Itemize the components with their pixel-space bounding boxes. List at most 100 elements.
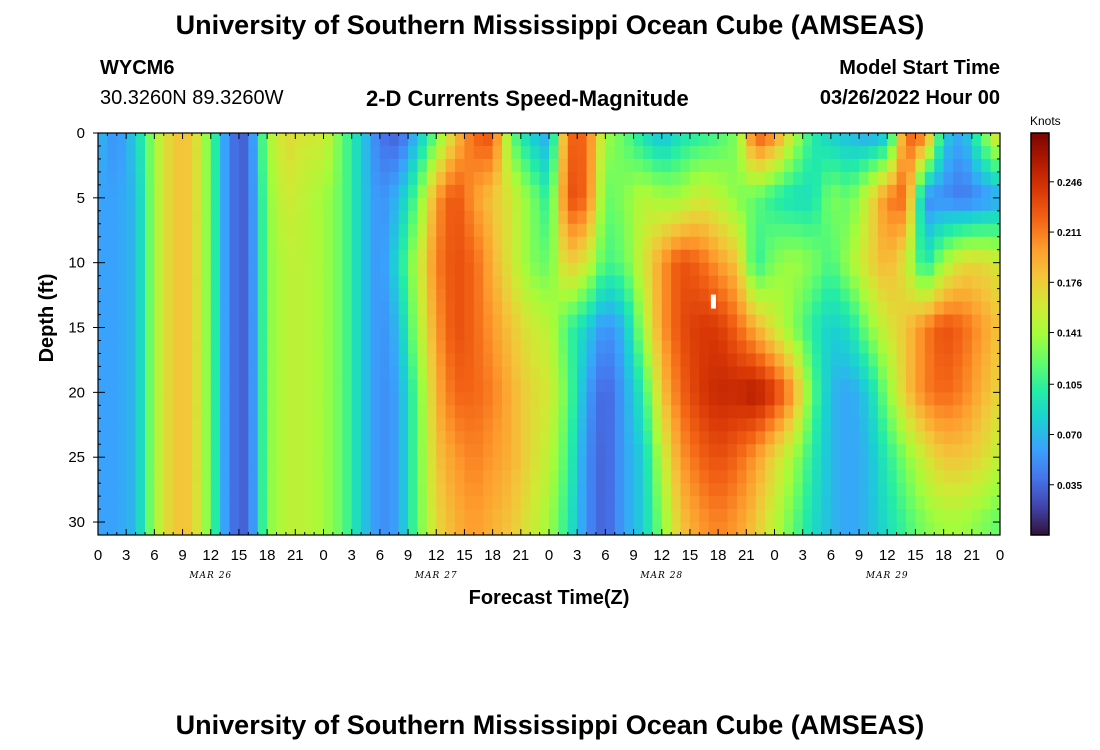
heatmap-cell xyxy=(276,522,287,535)
heatmap-cell xyxy=(567,431,578,445)
heatmap-cell xyxy=(567,171,578,186)
heatmap-cell xyxy=(962,522,973,535)
heatmap-cell xyxy=(661,522,672,535)
heatmap-cell xyxy=(671,483,682,497)
heatmap-cell xyxy=(802,470,813,484)
heatmap-cell xyxy=(191,262,202,277)
heatmap-cell xyxy=(201,353,212,368)
heatmap-cell xyxy=(502,184,513,199)
heatmap-cell xyxy=(135,171,146,186)
heatmap-cell xyxy=(971,418,982,432)
heatmap-cell xyxy=(408,522,419,535)
heatmap-cell xyxy=(201,405,212,419)
heatmap-cell xyxy=(379,301,390,316)
heatmap-cell xyxy=(812,314,823,329)
heatmap-cell xyxy=(549,197,559,212)
date-label: MAR 28 xyxy=(639,571,683,581)
heatmap-cell xyxy=(492,496,503,510)
heatmap-cell xyxy=(849,301,860,316)
heatmap-cell xyxy=(295,314,306,329)
heatmap-cell xyxy=(163,262,174,277)
heatmap-cell xyxy=(699,288,710,303)
heatmap-cell xyxy=(962,418,973,432)
heatmap-cell xyxy=(840,340,851,355)
heatmap-cell xyxy=(633,444,644,458)
heatmap-cell xyxy=(849,496,860,510)
heatmap-cell xyxy=(182,301,193,316)
heatmap-cell xyxy=(370,366,381,380)
heatmap-cell xyxy=(642,158,653,173)
heatmap-cell xyxy=(455,223,466,238)
heatmap-cell xyxy=(238,249,249,264)
heatmap-cell xyxy=(661,314,672,329)
heatmap-cell xyxy=(135,210,146,225)
heatmap-cell xyxy=(821,158,832,173)
heatmap-cell xyxy=(520,392,531,406)
heatmap-cell xyxy=(652,405,663,419)
heatmap-cell xyxy=(220,223,231,238)
heatmap-cell xyxy=(398,133,409,147)
heatmap-cell xyxy=(144,210,155,225)
heatmap-cell xyxy=(906,171,917,186)
heatmap-cell xyxy=(953,197,964,212)
heatmap-cell xyxy=(624,457,635,471)
heatmap-cell xyxy=(436,444,447,458)
heatmap-cell xyxy=(774,366,785,380)
heatmap-cell xyxy=(746,353,757,368)
heatmap-cell xyxy=(492,223,503,238)
heatmap-cell xyxy=(746,405,757,419)
heatmap-cell xyxy=(483,197,494,212)
heatmap-cell xyxy=(98,145,108,160)
heatmap-cell xyxy=(774,496,785,510)
heatmap-cell xyxy=(98,470,108,484)
heatmap-cell xyxy=(549,133,559,147)
heatmap-cell xyxy=(116,366,127,380)
heatmap-cell xyxy=(774,184,785,199)
heatmap-cell xyxy=(502,301,513,316)
heatmap-cell xyxy=(135,418,146,432)
heatmap-cell xyxy=(924,275,935,290)
heatmap-cell xyxy=(887,444,898,458)
heatmap-cell xyxy=(107,457,118,471)
heatmap-cell xyxy=(699,457,710,471)
heatmap-cell xyxy=(144,353,155,368)
heatmap-cell xyxy=(586,340,597,355)
heatmap-cell xyxy=(558,184,569,199)
heatmap-cell xyxy=(304,262,315,277)
heatmap-cell xyxy=(276,340,287,355)
heatmap-cell xyxy=(924,133,935,147)
heatmap-cell xyxy=(746,509,757,523)
heatmap-cell xyxy=(182,379,193,393)
heatmap-cell xyxy=(859,197,870,212)
heatmap-cell xyxy=(558,366,569,380)
heatmap-cell xyxy=(332,405,343,419)
heatmap-cell xyxy=(276,366,287,380)
heatmap-cell xyxy=(126,314,137,329)
heatmap-cell xyxy=(417,457,428,471)
heatmap-cell xyxy=(830,483,841,497)
heatmap-cell xyxy=(558,457,569,471)
heatmap-cell xyxy=(116,379,127,393)
heatmap-cell xyxy=(182,522,193,535)
heatmap-cell xyxy=(144,392,155,406)
heatmap-cell xyxy=(144,522,155,535)
heatmap-cell xyxy=(595,392,606,406)
heatmap-cell xyxy=(445,418,456,432)
heatmap-cell xyxy=(379,496,390,510)
heatmap-cell xyxy=(934,379,945,393)
heatmap-cell xyxy=(135,366,146,380)
heatmap-cell xyxy=(633,158,644,173)
heatmap-cell xyxy=(511,509,522,523)
heatmap-cell xyxy=(107,133,118,147)
heatmap-cell xyxy=(144,457,155,471)
heatmap-cell xyxy=(455,418,466,432)
heatmap-cell xyxy=(887,405,898,419)
heatmap-cell xyxy=(962,145,973,160)
heatmap-cell xyxy=(765,145,776,160)
heatmap-cell xyxy=(661,288,672,303)
heatmap-cell xyxy=(116,133,127,147)
heatmap-cell xyxy=(981,158,992,173)
heatmap-cell xyxy=(906,133,917,147)
heatmap-cell xyxy=(624,275,635,290)
heatmap-cell xyxy=(887,210,898,225)
